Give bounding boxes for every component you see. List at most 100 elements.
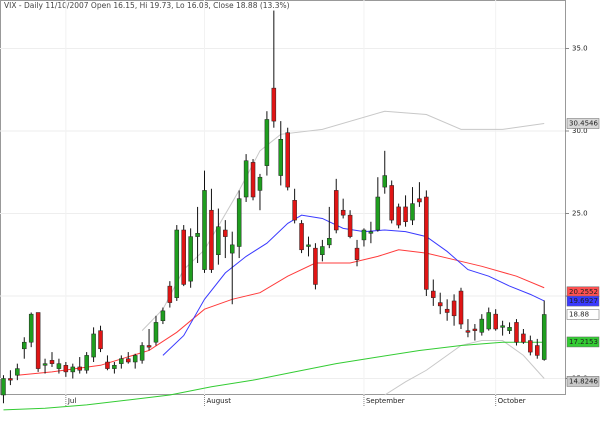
candle-body bbox=[410, 203, 415, 221]
last-value-box bbox=[566, 295, 600, 307]
candle-body bbox=[472, 328, 478, 331]
candle-body bbox=[70, 366, 76, 373]
last-value-label: 18.88 bbox=[569, 310, 589, 318]
candle-body bbox=[188, 236, 193, 282]
candle-body bbox=[521, 333, 526, 343]
x-tick-label: Jul bbox=[67, 397, 77, 405]
candle-body bbox=[22, 341, 27, 350]
candle-body bbox=[382, 175, 388, 188]
x-tick-label: October bbox=[498, 397, 526, 405]
candle-body bbox=[132, 355, 138, 363]
candle-body bbox=[63, 365, 69, 373]
candle-body bbox=[368, 231, 374, 234]
x-tick-label: September bbox=[366, 397, 405, 405]
candle-body bbox=[153, 322, 159, 343]
candle-body bbox=[35, 312, 41, 369]
candle-body bbox=[264, 119, 270, 166]
last-value-box bbox=[566, 376, 600, 387]
candle-body bbox=[500, 325, 505, 328]
candle-body bbox=[49, 360, 55, 364]
x-tick-label: August bbox=[207, 397, 232, 405]
last-value-label: 19.6927 bbox=[569, 297, 598, 305]
candle-body bbox=[195, 233, 200, 237]
last-value-label: 14.8246 bbox=[569, 377, 598, 385]
candle-body bbox=[458, 290, 464, 325]
candle-body bbox=[535, 345, 540, 356]
candle-body bbox=[354, 247, 360, 260]
candle-body bbox=[424, 196, 429, 290]
candle-body bbox=[444, 308, 450, 313]
last-value-box bbox=[566, 118, 600, 129]
candle-body bbox=[528, 340, 533, 353]
candle-body bbox=[209, 209, 214, 270]
candle-body bbox=[541, 314, 547, 360]
candle-body bbox=[1, 378, 6, 396]
candle-body bbox=[333, 190, 339, 231]
candle-body bbox=[451, 300, 457, 317]
candle-body bbox=[202, 190, 207, 270]
candle-body bbox=[216, 226, 221, 256]
last-value-box bbox=[566, 336, 600, 348]
candle-body bbox=[229, 244, 235, 254]
candle-body bbox=[313, 247, 318, 285]
candle-body bbox=[181, 229, 186, 285]
candle-body bbox=[8, 378, 13, 381]
last-value-box bbox=[566, 309, 600, 320]
candle-body bbox=[375, 196, 381, 231]
candle-body bbox=[257, 176, 263, 191]
candle-body bbox=[389, 185, 394, 221]
candle-body bbox=[285, 132, 290, 188]
candle-body bbox=[126, 358, 131, 363]
candle-body bbox=[417, 198, 422, 203]
candle-body bbox=[84, 355, 89, 371]
candle-body bbox=[507, 327, 512, 331]
candle-body bbox=[112, 365, 117, 369]
candle-body bbox=[243, 160, 249, 198]
candle-body bbox=[278, 139, 284, 176]
y-tick-label: 25.0 bbox=[572, 210, 588, 218]
candle-body bbox=[437, 302, 443, 307]
last-value-label: 20.2552 bbox=[569, 288, 598, 296]
candle-body bbox=[98, 330, 103, 350]
plot-frame bbox=[0, 0, 566, 395]
candle-body bbox=[340, 209, 346, 216]
candle-body bbox=[327, 238, 332, 246]
overlay-line bbox=[3, 341, 545, 411]
candle-body bbox=[403, 206, 408, 223]
candle-body bbox=[28, 313, 34, 343]
candle-body bbox=[292, 200, 297, 221]
candle-body bbox=[486, 312, 491, 330]
candle-body bbox=[271, 87, 277, 122]
candle-body bbox=[479, 318, 485, 333]
candle-body bbox=[139, 345, 145, 361]
candle-body bbox=[431, 290, 436, 298]
y-tick-label: 35.0 bbox=[572, 45, 588, 53]
candle-body bbox=[15, 368, 20, 376]
candle-body bbox=[465, 330, 471, 333]
candle-body bbox=[223, 229, 228, 237]
candle-body bbox=[77, 366, 82, 371]
last-value-label: 30.4546 bbox=[569, 120, 598, 128]
candle-body bbox=[236, 198, 242, 247]
candle-body bbox=[306, 244, 311, 247]
candle-body bbox=[167, 285, 173, 303]
candle-body bbox=[105, 361, 110, 369]
candle-body bbox=[250, 162, 256, 198]
candle-body bbox=[42, 363, 48, 366]
candle-body bbox=[91, 333, 96, 358]
candle-body bbox=[514, 322, 519, 343]
candle-body bbox=[347, 214, 353, 237]
candle-body bbox=[119, 358, 124, 364]
candle-body bbox=[320, 246, 325, 256]
chart-title: VIX - Daily 11/10/2007 Open 16.15, Hi 19… bbox=[4, 1, 290, 10]
candle-body bbox=[56, 363, 62, 369]
candle-body bbox=[299, 223, 304, 251]
candle-body bbox=[493, 313, 498, 330]
last-value-label: 17.2153 bbox=[569, 338, 598, 346]
candle-body bbox=[396, 206, 401, 226]
candle-body bbox=[160, 310, 166, 322]
candle-body bbox=[174, 229, 180, 298]
candle-body bbox=[361, 229, 367, 241]
candle-body bbox=[146, 345, 152, 348]
